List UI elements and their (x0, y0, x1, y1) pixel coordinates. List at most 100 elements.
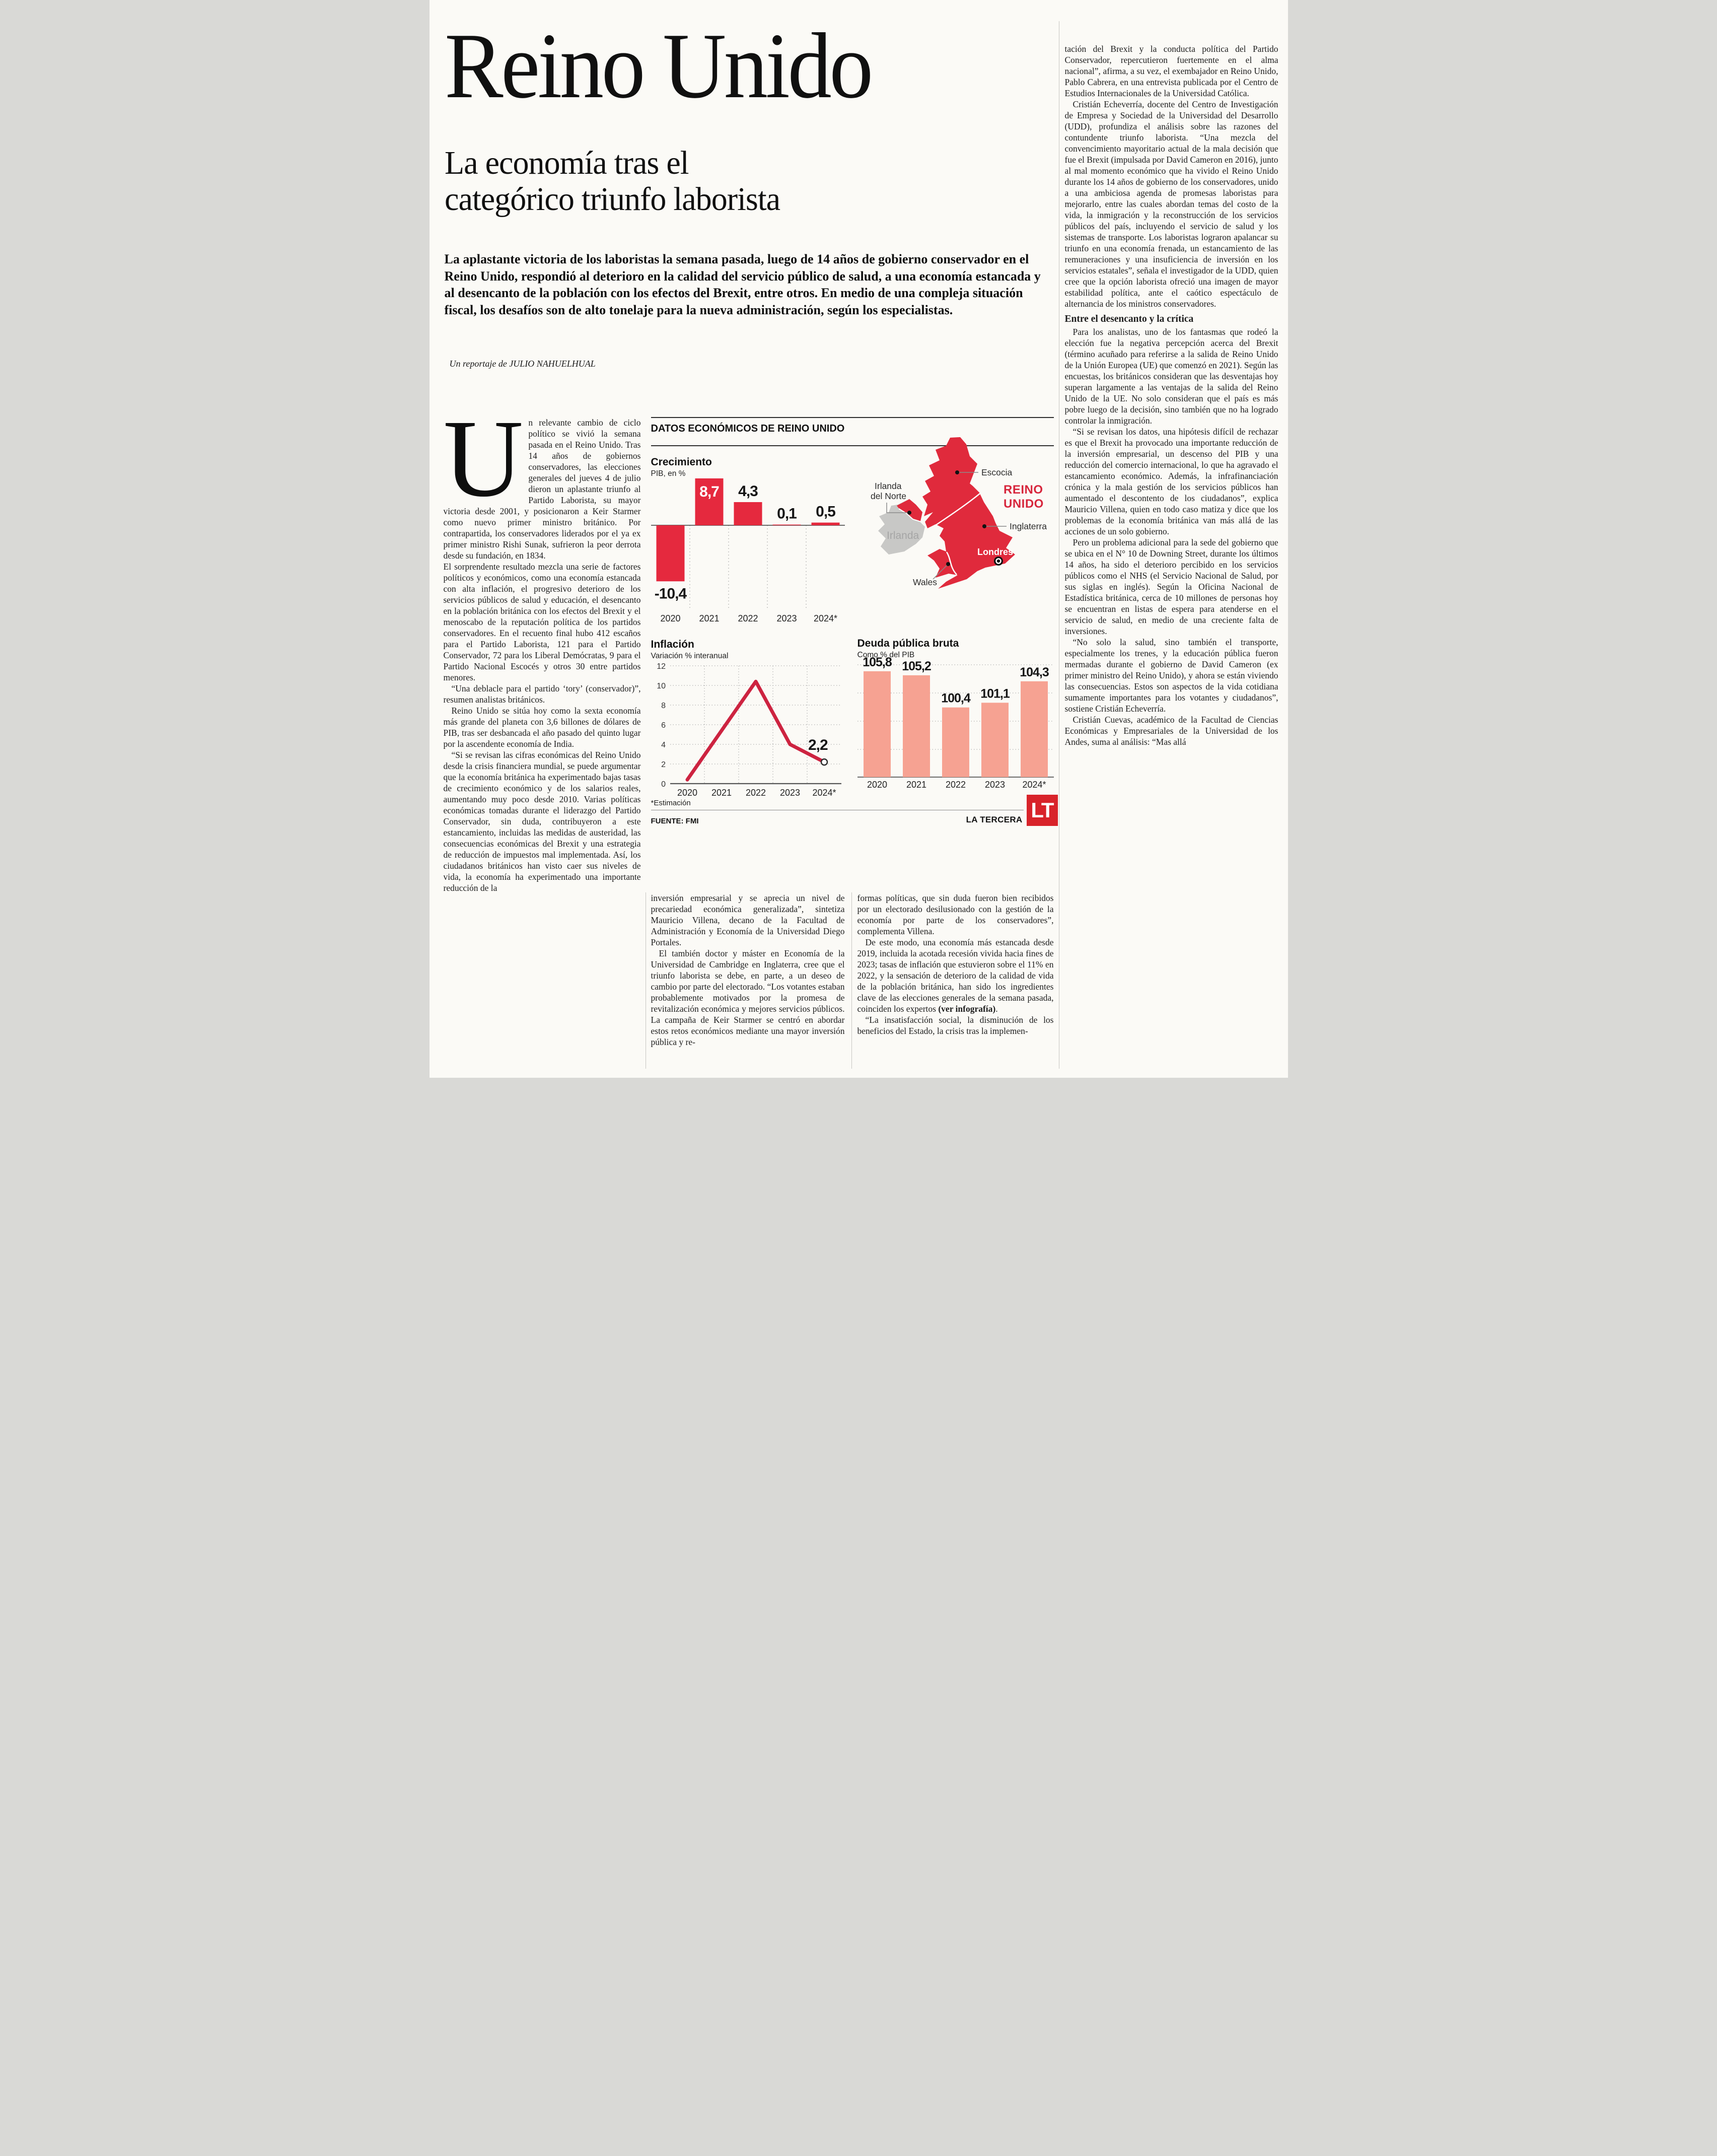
paragraph-text: n relevante cambio de ciclo político se … (443, 418, 641, 561)
article-subtitle: La economía tras el categórico triunfo l… (445, 145, 780, 218)
infographic-rule-top (651, 417, 1054, 418)
growth-bar-chart: -10,4 2020 8,7 2021 4,3 2022 0,1 2023 0,5 2024* (651, 478, 845, 623)
paragraph-text: De este modo, una economía más estancada… (857, 937, 1054, 1014)
paragraph: inversión empresarial y se aprecia un ni… (651, 893, 845, 947)
svg-text:2: 2 (661, 760, 666, 769)
paragraph: Cristián Echeverría, docente del Centro … (1064, 99, 1278, 309)
northern-ireland-shape (896, 499, 922, 521)
england-label: Inglaterra (1010, 521, 1047, 531)
svg-text:12: 12 (657, 662, 666, 671)
paragraph: Pero un problema adicional para la sede … (1064, 537, 1278, 636)
svg-text:2020: 2020 (660, 613, 680, 623)
svg-text:2023: 2023 (776, 613, 797, 623)
lt-logo: LT (1026, 795, 1058, 826)
svg-text:105,8: 105,8 (863, 655, 892, 669)
london-label: Londres (977, 547, 1013, 557)
paragraph: “Si se revisan las cifras económicas del… (443, 750, 641, 893)
london-dot-ring (995, 558, 1001, 564)
ni-border (898, 508, 921, 522)
section-subhead: Entre el desencanto y la crítica (1064, 314, 1194, 324)
paragraph: El también doctor y máster en Economía d… (651, 948, 845, 1047)
paragraph-text: . (995, 1004, 998, 1014)
subtitle-line-2: categórico triunfo laborista (444, 180, 780, 218)
svg-text:4: 4 (661, 741, 666, 749)
svg-text:6: 6 (661, 721, 666, 730)
byline: Un reportaje de JULIO NAHUELHUAL (450, 359, 596, 369)
svg-text:2024*: 2024* (813, 613, 837, 623)
paragraph: El sorprendente resultado mezcla una ser… (443, 562, 641, 682)
svg-text:2022: 2022 (745, 788, 765, 798)
ni-label-line1: Irlanda (875, 481, 902, 491)
svg-text:2024*: 2024* (812, 788, 836, 798)
scotland-label: Escocia (981, 467, 1013, 477)
svg-text:0,1: 0,1 (777, 506, 797, 522)
svg-text:104,3: 104,3 (1020, 665, 1049, 679)
svg-text:2022: 2022 (945, 780, 965, 790)
bold-inline: (ver infografía) (938, 1004, 996, 1014)
byline-author: JULIO NAHUELHUAL (509, 359, 596, 369)
svg-text:2022: 2022 (738, 613, 758, 623)
london-dot-outer (993, 557, 1003, 566)
growth-chart-title: Crecimiento (651, 456, 712, 468)
bottom-column-1: inversión empresarial y se aprecia un ni… (651, 892, 845, 1069)
wales-leader-line (932, 564, 949, 580)
growth-chart-subtitle: PIB, en % (651, 469, 686, 478)
paragraph: Para los analistas, uno de los fantasmas… (1064, 327, 1278, 426)
source-label: FUENTE: FMI (651, 817, 699, 825)
svg-text:2021: 2021 (906, 780, 926, 790)
newspaper-page: Reino Unido La economía tras el categóri… (429, 0, 1288, 1078)
svg-text:2023: 2023 (779, 788, 800, 798)
left-column-paragraphs: El sorprendente resultado mezcla una ser… (444, 561, 641, 893)
scotland-england-border (935, 493, 980, 526)
uk-map: Escocia Irlanda del Norte Irlanda Inglat… (871, 437, 1047, 589)
svg-text:2023: 2023 (984, 780, 1005, 790)
column-rule-bottom-2 (851, 892, 852, 1069)
inflation-chart-title: Inflación (651, 639, 694, 650)
svg-text:2021: 2021 (699, 613, 719, 623)
subtitle-line-1: La economía tras el (444, 145, 689, 181)
paragraph: “La insatisfacción social, la disminució… (857, 1015, 1054, 1036)
infographic-rule-bottom (651, 445, 1054, 446)
ni-label-line2: del Norte (871, 491, 906, 501)
debt-chart-title: Deuda pública bruta (857, 638, 959, 649)
ireland-label: Irlanda (887, 530, 919, 541)
paragraph: formas políticas, que sin duda fueron bi… (857, 893, 1054, 936)
inflation-chart-subtitle: Variación % interanual (651, 652, 729, 660)
svg-text:4,3: 4,3 (738, 483, 758, 500)
credit-label: LA TERCERA (966, 815, 1023, 824)
svg-text:105,2: 105,2 (902, 659, 931, 673)
article-title: Reino Unido (444, 14, 873, 118)
paragraph: Reino Unido se sitúa hoy como la sexta e… (443, 706, 641, 749)
svg-text:100,4: 100,4 (941, 691, 971, 706)
svg-text:0: 0 (661, 780, 666, 789)
paragraph: “Una deblacle para el partido ‘tory’ (co… (443, 683, 641, 705)
infographic-title: DATOS ECONÓMICOS DE REINO UNIDO (651, 423, 845, 434)
svg-text:2020: 2020 (867, 780, 887, 790)
right-column-top: tación del Brexit y la conducta política… (1065, 43, 1278, 309)
svg-text:2020: 2020 (677, 788, 697, 798)
country-label-line1: REINO (1004, 483, 1043, 497)
drop-cap: U (443, 397, 524, 520)
wales-label: Wales (913, 577, 937, 587)
svg-text:10: 10 (657, 682, 666, 690)
svg-text:2024*: 2024* (1022, 780, 1046, 790)
byline-prefix: Un reportaje de (449, 359, 507, 369)
great-britain-shape (922, 437, 1015, 589)
estimate-note: *Estimación (651, 799, 691, 807)
paragraph: tación del Brexit y la conducta política… (1064, 44, 1278, 98)
ni-dot (907, 511, 911, 515)
debt-chart-subtitle: Como % del PIB (857, 651, 915, 659)
svg-text:2021: 2021 (711, 788, 731, 798)
wales-england-border (946, 551, 957, 575)
svg-text:-10,4: -10,4 (654, 585, 687, 602)
right-column: tación del Brexit y la conducta política… (1065, 43, 1278, 1069)
svg-text:8: 8 (661, 702, 666, 710)
lead-paragraph: La aplastante victoria de los laboristas… (444, 252, 1041, 317)
svg-text:8,7: 8,7 (699, 483, 719, 500)
inflation-line-chart: 0 2 4 6 8 10 12 2,2 2020 2021 2022 2023 2024* (657, 662, 841, 798)
svg-text:101,1: 101,1 (980, 686, 1010, 701)
paragraph: Cristián Cuevas, académico de la Faculta… (1064, 715, 1278, 747)
scotland-dot (955, 470, 959, 474)
